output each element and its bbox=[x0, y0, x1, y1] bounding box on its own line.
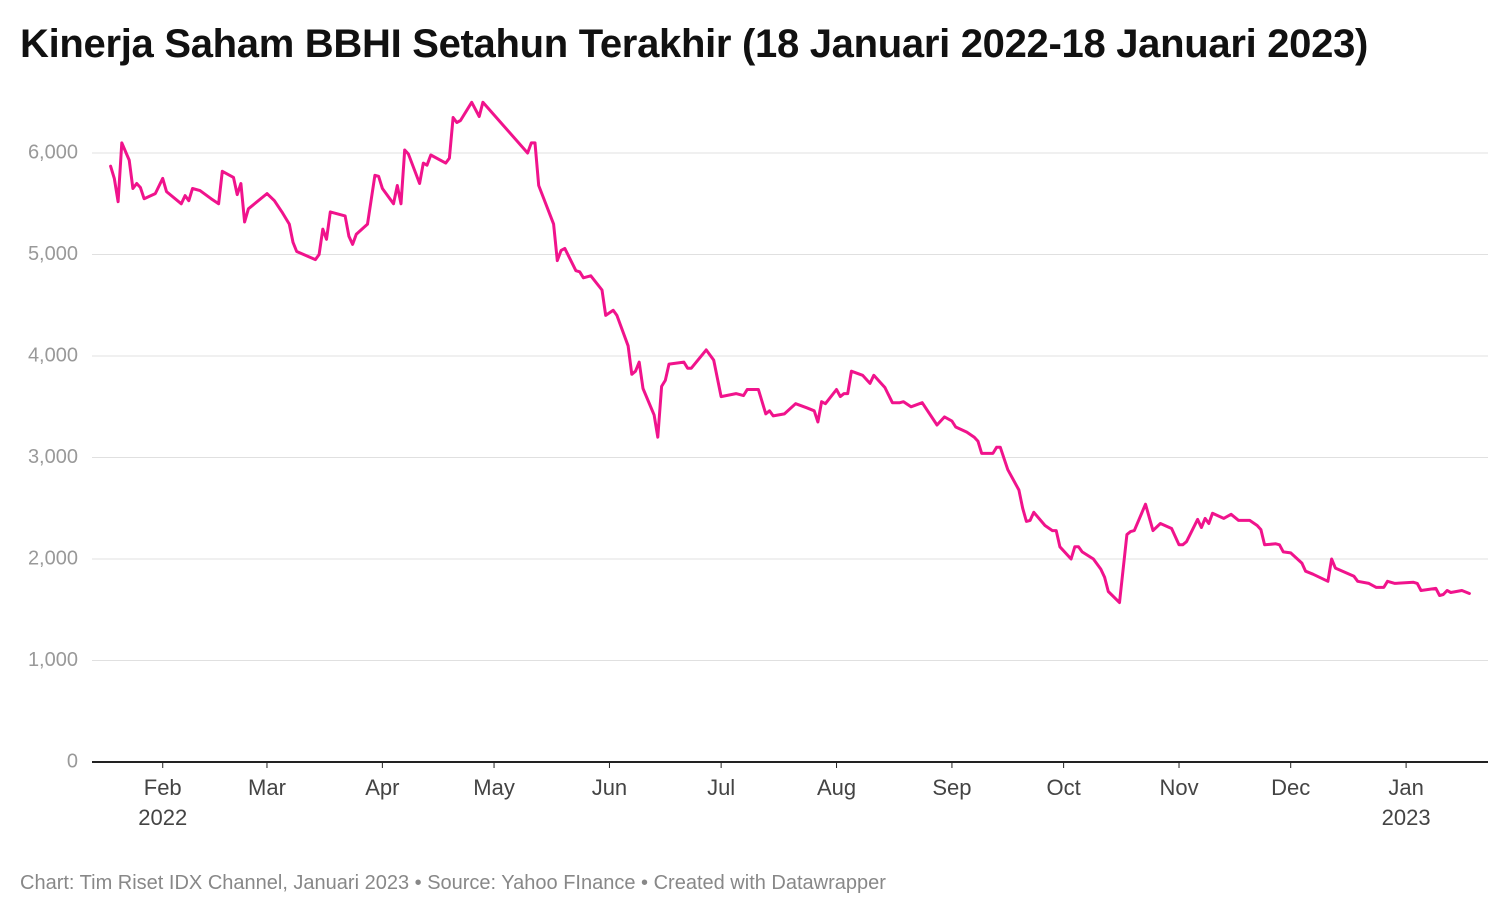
y-tick-label: 3,000 bbox=[28, 446, 78, 468]
y-tick-label: 0 bbox=[67, 750, 78, 772]
y-tick-label: 4,000 bbox=[28, 344, 78, 366]
x-tick-label: Nov bbox=[1159, 775, 1199, 800]
y-tick-label: 5,000 bbox=[28, 243, 78, 265]
x-tick-label: Oct bbox=[1046, 775, 1081, 800]
x-tick-label: Mar bbox=[248, 775, 286, 800]
x-tick-label: Jan 2023 bbox=[1381, 775, 1431, 830]
x-tick-label: Aug bbox=[816, 775, 857, 800]
x-tick-label: Jun bbox=[591, 775, 628, 800]
chart-title: Kinerja Saham BBHI Setahun Terakhir (18 … bbox=[20, 22, 1369, 66]
x-tick-label: Dec bbox=[1271, 775, 1311, 800]
y-tick-label: 1,000 bbox=[28, 649, 78, 671]
x-tick-label: Sep bbox=[932, 775, 972, 800]
x-tick-label: Jul bbox=[707, 775, 736, 800]
x-tick-label: May bbox=[473, 775, 515, 800]
x-tick-label: Feb 2022 bbox=[138, 775, 188, 830]
x-tick-label: Apr bbox=[365, 775, 400, 800]
y-tick-label: 2,000 bbox=[28, 547, 78, 569]
price-line bbox=[109, 100, 1471, 605]
chart-footer: Chart: Tim Riset IDX Channel, Januari 20… bbox=[20, 872, 886, 894]
y-tick-label: 6,000 bbox=[28, 141, 78, 163]
